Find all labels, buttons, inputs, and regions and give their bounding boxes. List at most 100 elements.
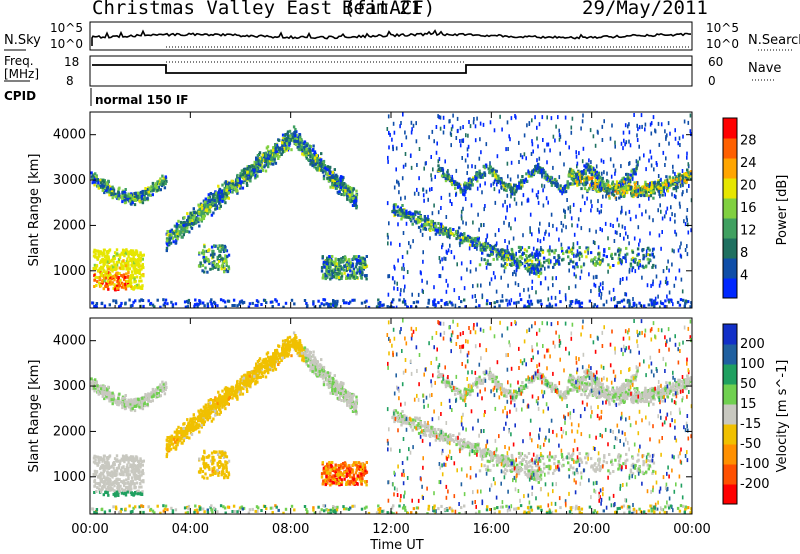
heatmap-cell — [534, 169, 538, 173]
heatmap-cell — [651, 182, 654, 186]
heatmap-cell — [209, 192, 212, 195]
heatmap-cell — [668, 268, 670, 273]
heatmap-cell — [291, 137, 295, 141]
heatmap-cell — [344, 258, 347, 262]
heatmap-cell — [130, 270, 134, 274]
heatmap-cell — [397, 213, 400, 217]
heatmap-cell — [350, 193, 354, 197]
heatmap-cell — [645, 186, 649, 190]
heatmap-cell — [356, 268, 359, 272]
heatmap-cell — [486, 242, 490, 246]
heatmap-cell — [342, 256, 345, 259]
heatmap-cell — [362, 257, 365, 260]
heatmap-cell — [539, 262, 542, 266]
heatmap-cell — [121, 252, 125, 256]
heatmap-cell — [466, 147, 469, 152]
heatmap-cell — [539, 267, 543, 271]
heatmap-cell — [99, 284, 103, 288]
heatmap-cell — [200, 210, 203, 214]
heatmap-cell — [348, 198, 352, 202]
heatmap-cell — [669, 177, 672, 181]
heatmap-cell — [362, 264, 365, 268]
heatmap-cell — [208, 261, 211, 265]
heatmap-cell — [94, 249, 98, 253]
heatmap-cell — [231, 182, 235, 186]
heatmap-cell — [425, 189, 428, 194]
heatmap-cell — [660, 186, 663, 190]
heatmap-cell — [165, 237, 169, 241]
heatmap-cell — [596, 261, 599, 265]
heatmap-cell — [641, 275, 643, 280]
heatmap-cell — [238, 184, 241, 188]
heatmap-cell — [276, 145, 279, 149]
heatmap-cell — [181, 228, 184, 232]
heatmap-cell — [113, 283, 116, 287]
heatmap-cell — [110, 280, 113, 284]
heatmap-cell — [575, 150, 577, 155]
heatmap-cell — [654, 296, 657, 301]
heatmap-cell — [580, 175, 584, 179]
heatmap-cell — [574, 284, 577, 289]
heatmap-cell — [613, 297, 615, 302]
heatmap-cell — [497, 254, 501, 258]
heatmap-cell — [329, 259, 332, 263]
heatmap-cell — [199, 213, 202, 217]
heatmap-cell — [133, 269, 136, 273]
heatmap-cell — [435, 150, 438, 155]
heatmap-cell — [519, 246, 522, 249]
heatmap-cell — [602, 194, 604, 199]
heatmap-cell — [189, 211, 192, 215]
heatmap-cell — [326, 275, 329, 279]
heatmap-cell — [597, 174, 600, 178]
heatmap-cell — [179, 223, 183, 227]
heatmap-cell — [261, 168, 265, 172]
heatmap-cell — [631, 250, 635, 254]
heatmap-cell — [639, 190, 642, 194]
heatmap-cell — [536, 258, 539, 262]
heatmap-cell — [272, 148, 275, 152]
heatmap-cell — [108, 277, 111, 281]
heatmap-cell — [673, 194, 676, 199]
heatmap-cell — [610, 254, 613, 258]
heatmap-cell — [604, 221, 607, 226]
heatmap-cell — [583, 187, 587, 191]
heatmap-cell — [672, 302, 674, 307]
heatmap-cells — [90, 112, 692, 308]
heatmap-cell — [628, 122, 630, 127]
heatmap-cell — [427, 223, 431, 227]
heatmap-cell — [322, 273, 325, 277]
heatmap-cell — [571, 173, 574, 177]
heatmap-cell — [681, 289, 684, 294]
heatmap-cell — [328, 171, 332, 175]
heatmap-cell — [536, 248, 539, 252]
heatmap-cell — [305, 153, 308, 157]
heatmap-cell — [137, 265, 140, 269]
heatmap-cell — [346, 273, 350, 277]
heatmap-cell — [527, 169, 530, 174]
heatmap-cell — [233, 187, 236, 190]
heatmap-cell — [334, 259, 337, 263]
heatmap-cell — [541, 183, 543, 188]
heatmap-cell — [688, 184, 690, 188]
heatmap-cell — [510, 298, 513, 303]
heatmap-cell — [102, 186, 105, 190]
heatmap-cell — [326, 259, 329, 263]
heatmap-cell — [138, 279, 141, 283]
heatmap-cell — [500, 181, 504, 185]
heatmap-cell — [491, 247, 495, 251]
heatmap-cell — [105, 270, 108, 274]
heatmap-cell — [325, 265, 329, 269]
heatmap-cell — [542, 167, 544, 172]
heatmap-cell — [558, 175, 561, 180]
heatmap-cell — [544, 174, 547, 178]
heatmap-cell — [386, 127, 389, 131]
heatmap-cell — [478, 263, 482, 267]
heatmap-cell — [241, 186, 245, 190]
heatmap-cell — [666, 265, 668, 270]
heatmap-cell — [175, 225, 178, 229]
heatmap-cell — [598, 285, 600, 290]
heatmap-cell — [316, 157, 319, 161]
heatmap-cell — [594, 185, 597, 189]
heatmap-cell — [619, 187, 622, 191]
heatmap-cell — [628, 182, 631, 186]
